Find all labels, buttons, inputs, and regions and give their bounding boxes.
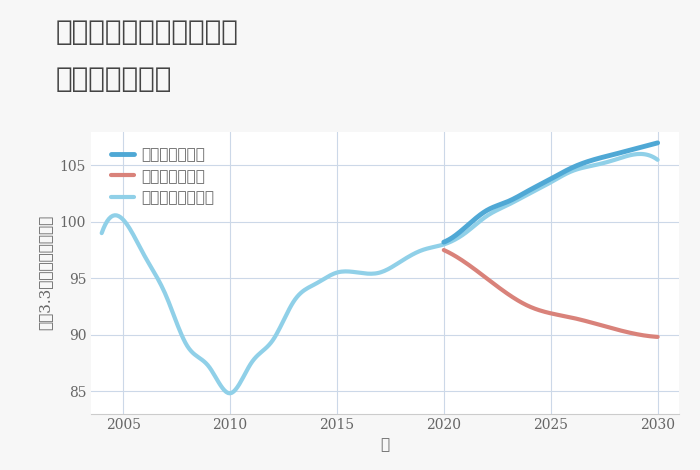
- Text: 大阪府堺市堺区陵西通の: 大阪府堺市堺区陵西通の: [56, 19, 239, 46]
- バッドシナリオ: [653, 334, 662, 340]
- グッドシナリオ: [635, 145, 643, 150]
- グッドシナリオ: [440, 239, 448, 245]
- グッドシナリオ: [452, 232, 461, 237]
- バッドシナリオ: [496, 286, 505, 292]
- グッドシナリオ: [496, 202, 505, 207]
- バッドシナリオ: [440, 247, 448, 253]
- バッドシナリオ: [635, 332, 643, 337]
- グッドシナリオ: [448, 235, 456, 240]
- Line: ノーマルシナリオ: ノーマルシナリオ: [102, 154, 657, 393]
- バッドシナリオ: [452, 254, 461, 260]
- ノーマルシナリオ: [603, 159, 612, 165]
- ノーマルシナリオ: [568, 168, 576, 174]
- ノーマルシナリオ: [97, 230, 106, 236]
- Line: グッドシナリオ: グッドシナリオ: [444, 143, 657, 242]
- ノーマルシナリオ: [653, 157, 662, 163]
- グッドシナリオ: [643, 143, 651, 149]
- バッドシナリオ: [480, 273, 488, 279]
- ノーマルシナリオ: [226, 391, 234, 396]
- Legend: グッドシナリオ, バッドシナリオ, ノーマルシナリオ: グッドシナリオ, バッドシナリオ, ノーマルシナリオ: [104, 142, 220, 212]
- Text: 土地の価格推移: 土地の価格推移: [56, 66, 172, 93]
- X-axis label: 年: 年: [380, 438, 390, 452]
- ノーマルシナリオ: [99, 226, 108, 231]
- バッドシナリオ: [643, 333, 651, 339]
- Y-axis label: 坪（3.3㎡）単価（万円）: 坪（3.3㎡）単価（万円）: [38, 215, 52, 330]
- ノーマルシナリオ: [440, 242, 448, 247]
- グッドシナリオ: [480, 210, 488, 215]
- グッドシナリオ: [653, 140, 662, 146]
- ノーマルシナリオ: [428, 244, 437, 250]
- Line: バッドシナリオ: バッドシナリオ: [444, 250, 657, 337]
- バッドシナリオ: [448, 251, 456, 257]
- ノーマルシナリオ: [637, 151, 645, 157]
- ノーマルシナリオ: [430, 244, 439, 250]
